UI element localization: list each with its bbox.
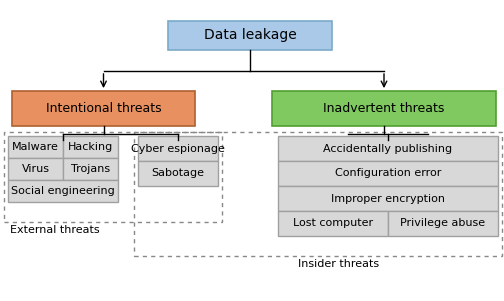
Text: Hacking: Hacking [68,142,113,152]
FancyBboxPatch shape [8,136,63,158]
Text: External threats: External threats [10,225,100,235]
FancyBboxPatch shape [278,136,498,161]
Text: Inadvertent threats: Inadvertent threats [323,102,445,115]
Text: Virus: Virus [22,164,49,174]
Text: Social engineering: Social engineering [11,186,115,196]
Text: Improper encryption: Improper encryption [331,194,445,203]
Text: Insider threats: Insider threats [298,259,379,269]
FancyBboxPatch shape [278,161,498,186]
FancyBboxPatch shape [12,91,195,126]
Text: Privilege abuse: Privilege abuse [401,219,485,228]
Text: Trojans: Trojans [71,164,110,174]
Text: Lost computer: Lost computer [293,219,373,228]
Text: Cyber espionage: Cyber espionage [131,144,225,154]
FancyBboxPatch shape [278,186,498,211]
FancyBboxPatch shape [278,211,388,236]
Text: Configuration error: Configuration error [335,169,441,178]
FancyBboxPatch shape [168,21,332,50]
FancyBboxPatch shape [272,91,496,126]
FancyBboxPatch shape [63,136,118,158]
Text: Malware: Malware [12,142,59,152]
FancyBboxPatch shape [63,158,118,180]
FancyBboxPatch shape [8,180,118,202]
Text: Sabotage: Sabotage [152,169,205,178]
Text: Intentional threats: Intentional threats [46,102,161,115]
Text: Accidentally publishing: Accidentally publishing [324,144,453,154]
Text: Data leakage: Data leakage [204,29,296,42]
FancyBboxPatch shape [388,211,498,236]
FancyBboxPatch shape [138,136,218,161]
FancyBboxPatch shape [8,158,63,180]
FancyBboxPatch shape [138,161,218,186]
